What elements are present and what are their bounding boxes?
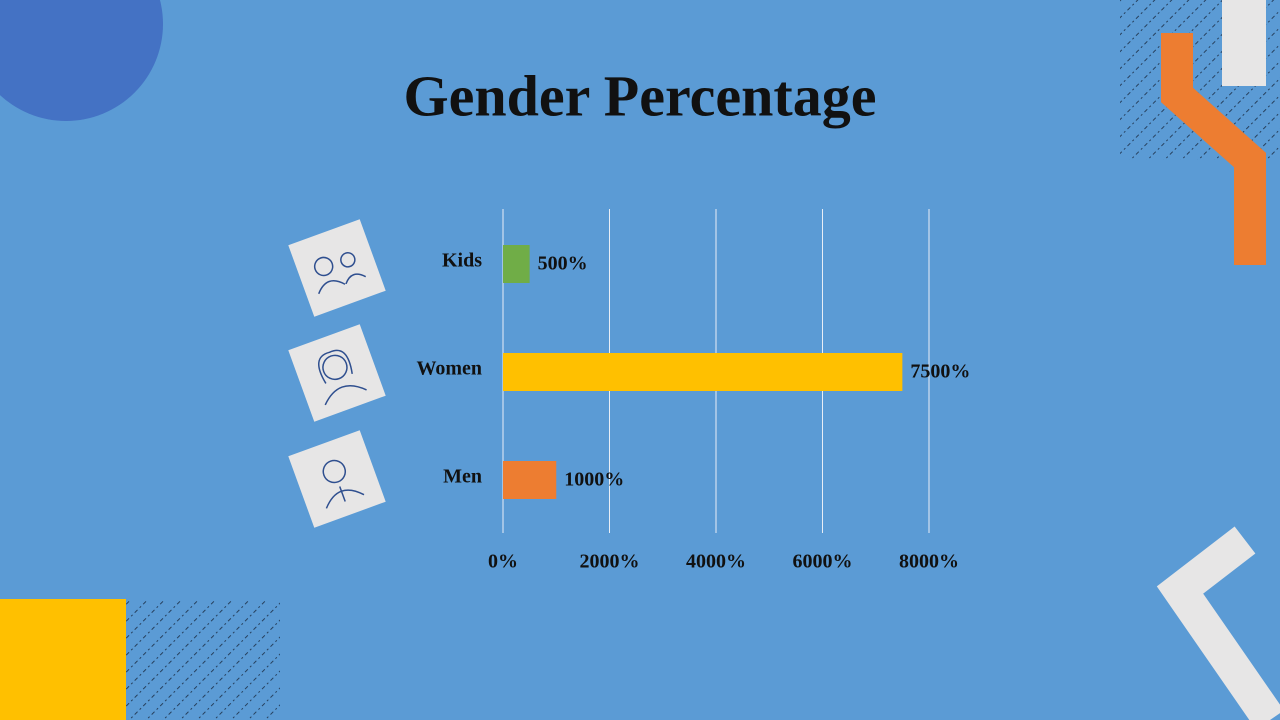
bar bbox=[503, 353, 903, 391]
y-tick-label: Women bbox=[416, 358, 482, 380]
decor-yellow-square bbox=[0, 599, 126, 720]
icon-women bbox=[288, 324, 386, 422]
x-tick-label: 0% bbox=[488, 551, 518, 573]
data-label: 1000% bbox=[564, 469, 624, 491]
x-tick-label: 4000% bbox=[686, 551, 746, 573]
chart-title: Gender Percentage bbox=[404, 63, 877, 128]
decor-white-angle bbox=[1156, 526, 1280, 720]
decor-orange-bracket bbox=[1161, 33, 1266, 265]
decor-circle bbox=[0, 0, 163, 121]
decor-white-rect bbox=[1222, 0, 1266, 86]
bar bbox=[503, 461, 557, 499]
plot: 0% 2000% 4000% 6000% 8000% Kids 500% Women 7500%… bbox=[416, 209, 970, 573]
icon-kids bbox=[288, 219, 386, 317]
y-tick-label: Kids bbox=[442, 250, 482, 272]
icon-men bbox=[288, 430, 386, 528]
bar bbox=[503, 245, 530, 283]
data-label: 500% bbox=[538, 253, 588, 275]
x-tick-label: 8000% bbox=[899, 551, 959, 573]
data-label: 7500% bbox=[910, 361, 970, 383]
y-tick-label: Men bbox=[443, 466, 482, 488]
x-tick-label: 2000% bbox=[580, 551, 640, 573]
x-tick-label: 6000% bbox=[793, 551, 853, 573]
